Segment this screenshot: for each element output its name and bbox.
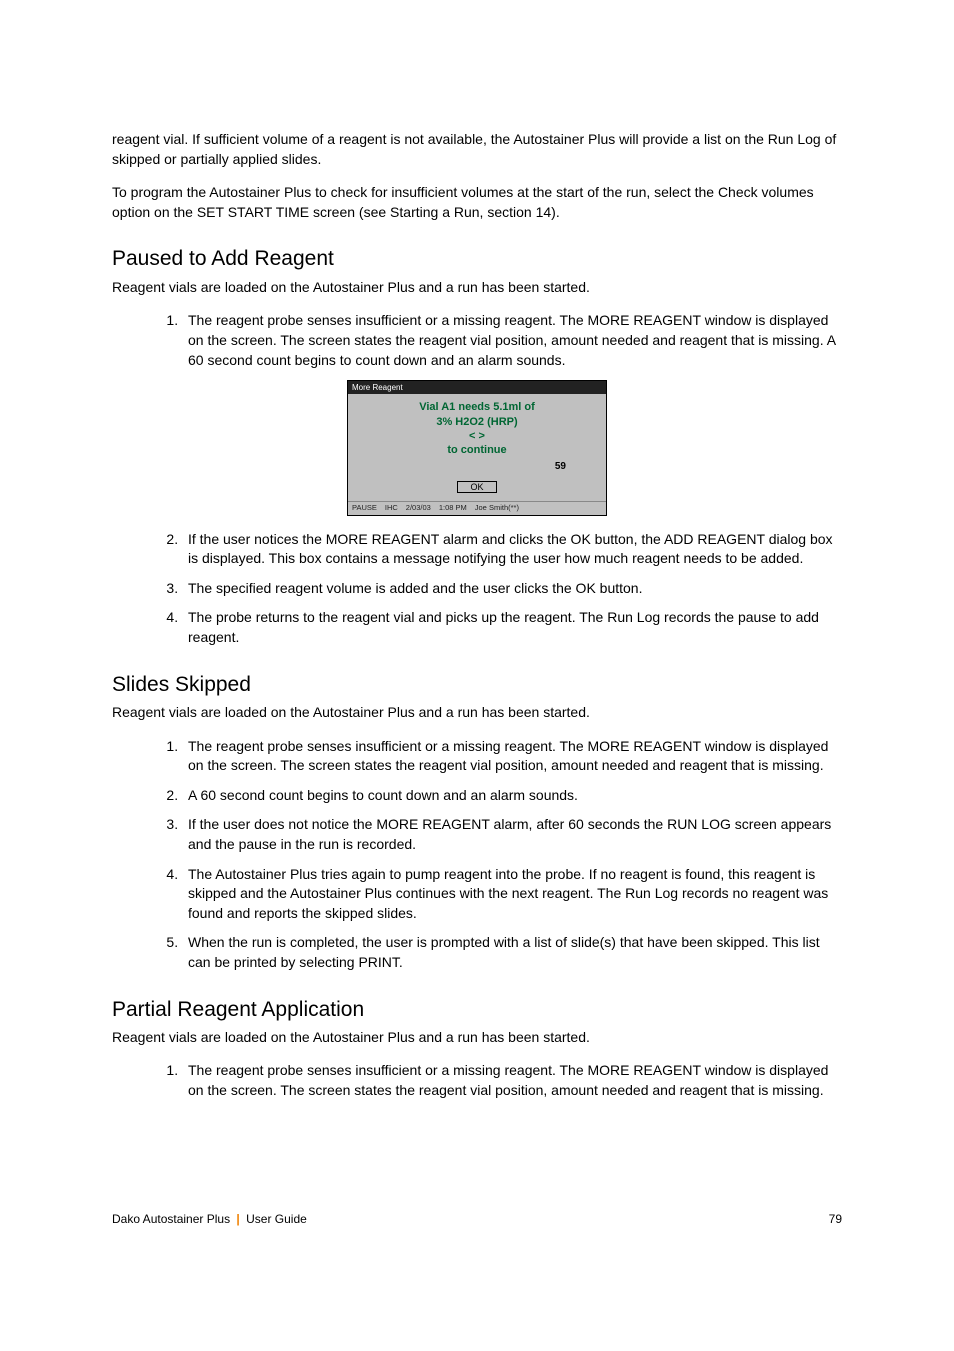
section-lead-skipped: Reagent vials are loaded on the Autostai… <box>112 703 842 723</box>
status-date: 2/03/03 <box>406 503 431 514</box>
list-item: A 60 second count begins to count down a… <box>182 786 842 806</box>
window-titlebar: More Reagent <box>348 381 606 394</box>
section-title-partial: Partial Reagent Application <box>112 995 842 1024</box>
footer-page-number: 79 <box>829 1211 842 1228</box>
footer-doc: User Guide <box>246 1212 307 1226</box>
section-lead-partial: Reagent vials are loaded on the Autostai… <box>112 1028 842 1048</box>
footer-product: Dako Autostainer Plus <box>112 1212 230 1226</box>
window-message: Vial A1 needs 5.1ml of 3% H2O2 (HRP) < >… <box>348 394 606 459</box>
message-line: to continue <box>348 443 606 457</box>
list-item: The Autostainer Plus tries again to pump… <box>182 865 842 924</box>
message-line: < > <box>348 429 606 443</box>
status-unit: IHC <box>385 503 398 514</box>
list-item: The reagent probe senses insufficient or… <box>182 311 842 370</box>
list-item: If the user does not notice the MORE REA… <box>182 815 842 854</box>
status-time: 1:08 PM <box>439 503 467 514</box>
section-lead-paused: Reagent vials are loaded on the Autostai… <box>112 278 842 298</box>
list-item: The specified reagent volume is added an… <box>182 579 842 599</box>
message-line: 3% H2O2 (HRP) <box>348 415 606 429</box>
status-bar: PAUSE IHC 2/03/03 1:08 PM Joe Smith(**) <box>348 501 606 515</box>
countdown-value: 59 <box>348 460 606 476</box>
list-item: The reagent probe senses insufficient or… <box>182 1061 842 1100</box>
message-line: Vial A1 needs 5.1ml of <box>348 400 606 414</box>
section-title-paused: Paused to Add Reagent <box>112 244 842 273</box>
list-item: If the user notices the MORE REAGENT ala… <box>182 530 842 569</box>
list-item: The probe returns to the reagent vial an… <box>182 608 842 647</box>
page-footer: Dako Autostainer Plus | User Guide 79 <box>112 1211 842 1228</box>
status-state: PAUSE <box>352 503 377 514</box>
footer-separator-icon: | <box>236 1212 239 1226</box>
list-item: When the run is completed, the user is p… <box>182 933 842 972</box>
ok-button[interactable]: OK <box>457 481 496 493</box>
list-item: The reagent probe senses insufficient or… <box>182 737 842 776</box>
section-title-skipped: Slides Skipped <box>112 670 842 699</box>
intro-paragraph-2: To program the Autostainer Plus to check… <box>112 183 842 222</box>
intro-paragraph-1: reagent vial. If sufficient volume of a … <box>112 130 842 169</box>
more-reagent-screenshot: More Reagent Vial A1 needs 5.1ml of 3% H… <box>347 380 607 515</box>
status-user: Joe Smith(**) <box>475 503 519 514</box>
